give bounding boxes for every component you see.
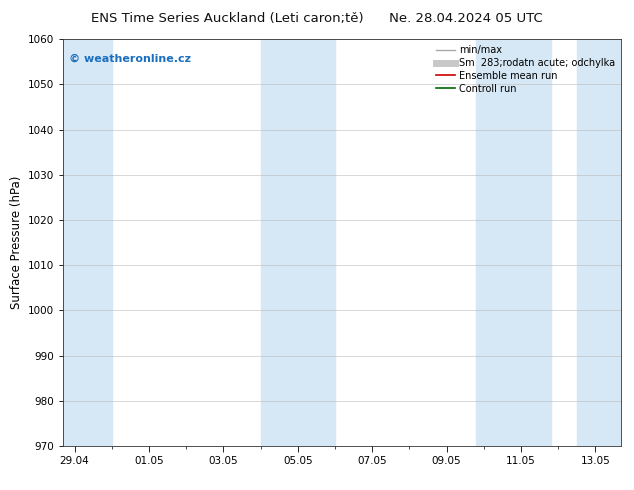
Bar xyxy=(63,39,112,446)
Legend: min/max, Sm  283;rodatn acute; odchylka, Ensemble mean run, Controll run: min/max, Sm 283;rodatn acute; odchylka, … xyxy=(432,41,619,98)
Text: © weatheronline.cz: © weatheronline.cz xyxy=(69,53,191,63)
Y-axis label: Surface Pressure (hPa): Surface Pressure (hPa) xyxy=(10,176,23,309)
Text: ENS Time Series Auckland (Leti caron;tě)      Ne. 28.04.2024 05 UTC: ENS Time Series Auckland (Leti caron;tě)… xyxy=(91,12,543,25)
Bar xyxy=(577,39,621,446)
Bar xyxy=(476,39,551,446)
Bar xyxy=(261,39,335,446)
